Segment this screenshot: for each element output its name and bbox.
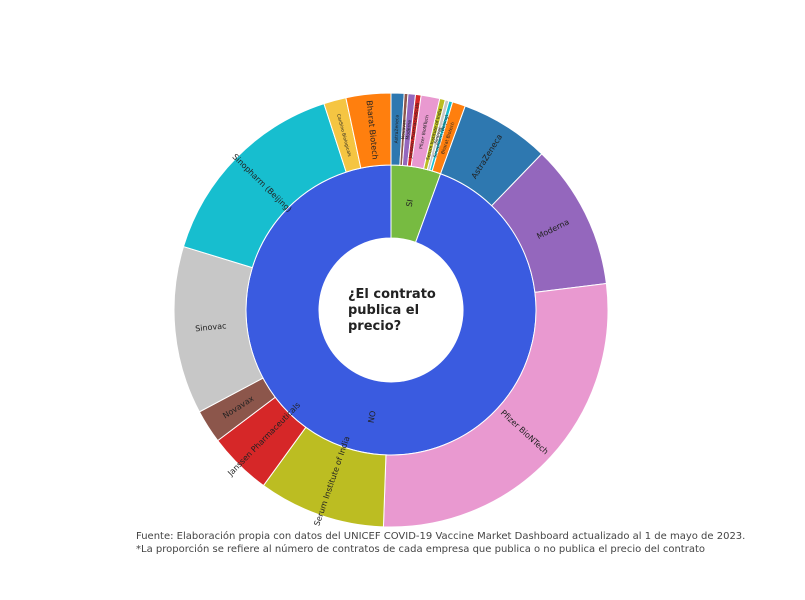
slice-label: NO — [367, 410, 378, 424]
outer-slice — [382, 282, 609, 528]
slice-label: AstraZeneca — [394, 115, 401, 144]
center-title: ¿El contrato publica el precio? — [348, 287, 436, 334]
slice-label: Sinovac — [433, 126, 443, 145]
slice-label: Novavax — [400, 119, 407, 139]
slice-label: Moderna — [405, 120, 413, 140]
source-note: Fuente: Elaboración propia con datos del… — [136, 531, 746, 542]
outer-slice — [345, 92, 392, 169]
footnote: *La proporción se refiere al número de c… — [136, 544, 706, 555]
slice-label: SI — [405, 199, 415, 208]
slice-label: Sinovac — [195, 321, 227, 333]
